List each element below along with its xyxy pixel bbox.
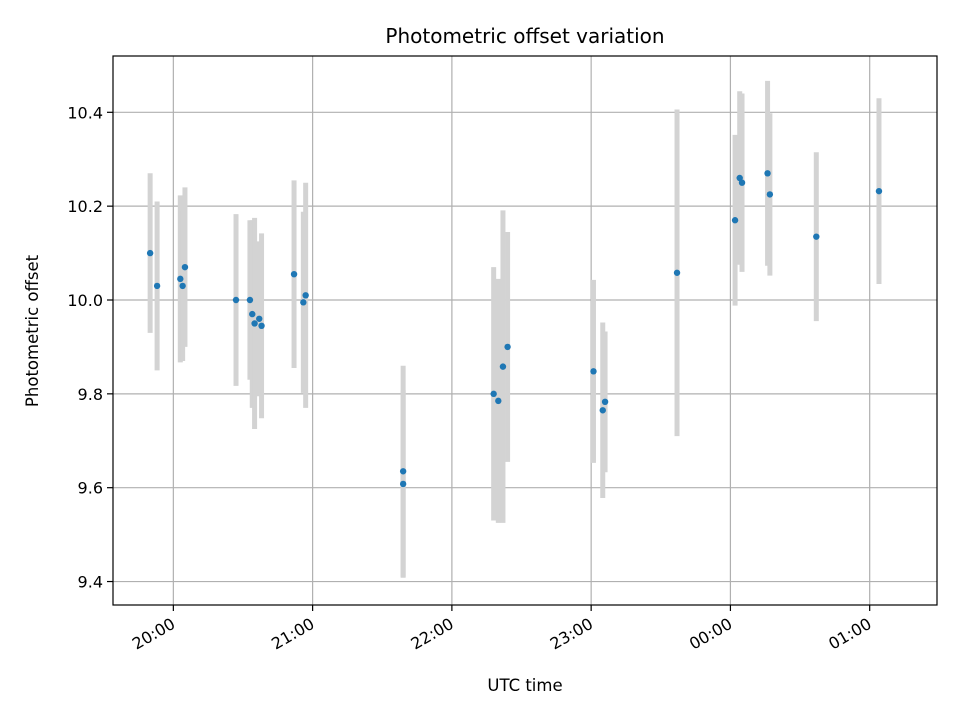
error-bars bbox=[147, 80, 882, 578]
data-point bbox=[599, 407, 606, 414]
data-point bbox=[302, 292, 309, 299]
y-axis-ticks: 9.4 9.6 9.8 10.0 10.2 10.4 bbox=[67, 103, 113, 592]
data-point bbox=[251, 320, 258, 327]
data-point bbox=[181, 263, 189, 271]
y-axis-label: Photometric offset bbox=[23, 254, 42, 407]
y-tick-label: 9.4 bbox=[78, 573, 103, 592]
data-point bbox=[738, 179, 746, 186]
data-point bbox=[766, 191, 774, 198]
data-point bbox=[673, 269, 681, 276]
x-axis-ticks: 20:00 21:00 22:00 23:00 00:00 01:00 bbox=[129, 605, 875, 654]
y-tick-label: 9.8 bbox=[78, 385, 103, 404]
data-point bbox=[146, 249, 154, 257]
x-tick-label: 20:00 bbox=[129, 614, 178, 654]
y-tick-label: 10.0 bbox=[67, 291, 103, 310]
data-points bbox=[146, 170, 883, 488]
grid bbox=[113, 56, 937, 605]
data-point bbox=[813, 233, 820, 240]
y-tick-label: 10.4 bbox=[67, 103, 103, 122]
y-tick-label: 10.2 bbox=[67, 197, 103, 216]
data-point bbox=[179, 282, 186, 290]
data-point bbox=[399, 480, 407, 488]
data-point bbox=[764, 170, 771, 177]
x-tick-label: 22:00 bbox=[407, 614, 456, 654]
y-tick-label: 9.6 bbox=[78, 479, 103, 498]
data-point bbox=[258, 322, 265, 330]
data-point bbox=[499, 363, 507, 370]
data-point bbox=[246, 296, 254, 304]
chart-title: Photometric offset variation bbox=[385, 24, 664, 48]
data-point bbox=[490, 390, 497, 398]
data-point bbox=[256, 315, 263, 322]
data-point bbox=[300, 299, 307, 306]
data-point bbox=[495, 397, 502, 405]
data-point bbox=[177, 275, 184, 283]
data-point bbox=[731, 217, 739, 224]
x-tick-label: 21:00 bbox=[268, 614, 317, 654]
data-point bbox=[590, 368, 597, 375]
x-axis-label: UTC time bbox=[487, 676, 562, 695]
data-point bbox=[504, 343, 511, 351]
plot-frame bbox=[112, 55, 938, 606]
data-point bbox=[232, 296, 240, 304]
data-point bbox=[153, 282, 161, 290]
data-point bbox=[875, 187, 883, 195]
x-tick-label: 23:00 bbox=[547, 614, 596, 654]
x-tick-label: 00:00 bbox=[686, 614, 735, 654]
data-point bbox=[290, 270, 298, 278]
data-point bbox=[249, 310, 256, 318]
x-tick-label: 01:00 bbox=[825, 614, 874, 654]
data-point bbox=[601, 398, 609, 406]
data-point bbox=[399, 468, 407, 475]
